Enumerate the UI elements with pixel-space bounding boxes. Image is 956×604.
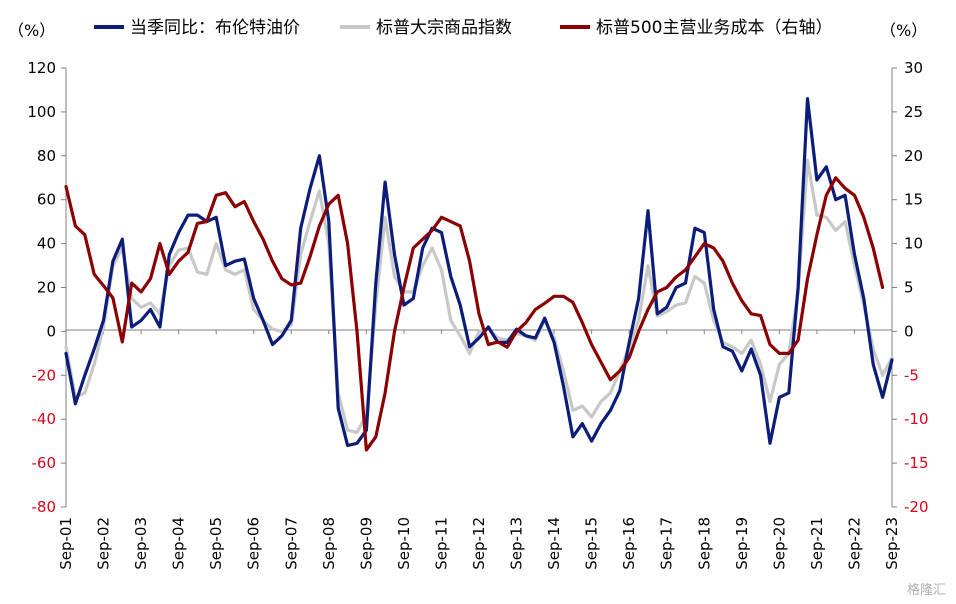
right-tick-label: 5 [904, 279, 914, 297]
left-tick-label: -20 [32, 366, 57, 384]
right-tick-label: 15 [904, 191, 923, 209]
x-tick-label: Sep-21 [808, 517, 826, 570]
x-tick-label: Sep-13 [508, 517, 526, 570]
x-axis: Sep-01 Sep-02 Sep-03 Sep-04 Sep-05 Sep-06 Sep-… [57, 329, 901, 570]
right-tick-label: 20 [904, 147, 923, 165]
right-tick-label: -5 [904, 366, 919, 384]
right-unit-label: （%） [880, 21, 927, 40]
watermark-text: 格隆汇 [907, 582, 946, 598]
right-tick-label: -15 [904, 454, 929, 472]
x-tick-label: Sep-01 [57, 517, 75, 570]
left-unit-label: （%） [8, 21, 55, 40]
x-tick-label: Sep-17 [658, 517, 676, 570]
left-tick-label: 120 [27, 59, 56, 77]
x-tick-label: Sep-06 [245, 517, 263, 570]
left-tick-label: -60 [32, 454, 57, 472]
x-tick-label: Sep-15 [583, 517, 601, 570]
left-tick-label: 60 [37, 191, 56, 209]
x-tick-label: Sep-19 [733, 517, 751, 570]
x-tick-label: Sep-18 [695, 517, 713, 570]
series-line-2 [64, 176, 885, 452]
x-tick-label: Sep-22 [845, 517, 863, 570]
x-tick-label: Sep-07 [282, 517, 300, 570]
x-tick-label: Sep-08 [320, 517, 338, 570]
right-axis: -20 -15 -10 -5 0 5 10 15 20 25 30 [891, 59, 929, 516]
left-tick-label: -40 [32, 410, 57, 428]
legend-label: 标普大宗商品指数 [376, 18, 512, 38]
axis-units: （%） （%） [8, 21, 927, 40]
watermark: 格隆汇 [907, 582, 946, 598]
x-tick-label: Sep-04 [170, 517, 188, 570]
legend-label: 标普500主营业务成本（右轴） [596, 18, 832, 38]
right-tick-label: 0 [904, 322, 914, 340]
x-tick-label: Sep-20 [770, 517, 788, 570]
right-tick-label: -10 [904, 410, 929, 428]
legend: 当季同比：布伦特油价 标普大宗商品指数 标普500主营业务成本（右轴） [94, 18, 832, 38]
right-tick-label: -20 [904, 498, 929, 516]
left-tick-label: 20 [37, 279, 56, 297]
x-tick-label: Sep-05 [207, 517, 225, 570]
series-layer [64, 97, 894, 452]
left-tick-label: -80 [32, 498, 57, 516]
left-tick-label: 40 [37, 235, 56, 253]
series-line-0 [64, 97, 894, 448]
x-tick-label: Sep-14 [545, 517, 563, 570]
x-tick-label: Sep-16 [620, 517, 638, 570]
right-tick-label: 30 [904, 59, 923, 77]
x-tick-label: Sep-12 [470, 517, 488, 570]
left-tick-label: 100 [27, 103, 56, 121]
x-tick-label: Sep-11 [432, 517, 450, 570]
x-tick-label: Sep-02 [95, 517, 113, 570]
left-axis: -80 -60 -40 -20 0 20 40 60 80 100 120 [27, 59, 67, 516]
x-tick-label: Sep-23 [883, 517, 901, 570]
x-tick-label: Sep-03 [132, 517, 150, 570]
left-tick-label: 0 [46, 322, 56, 340]
series-line-1 [64, 158, 894, 434]
x-tick-label: Sep-10 [395, 517, 413, 570]
left-tick-label: 80 [37, 147, 56, 165]
right-tick-label: 10 [904, 235, 923, 253]
legend-label: 当季同比：布伦特油价 [130, 18, 300, 38]
right-tick-label: 25 [904, 103, 923, 121]
x-tick-label: Sep-09 [357, 517, 375, 570]
